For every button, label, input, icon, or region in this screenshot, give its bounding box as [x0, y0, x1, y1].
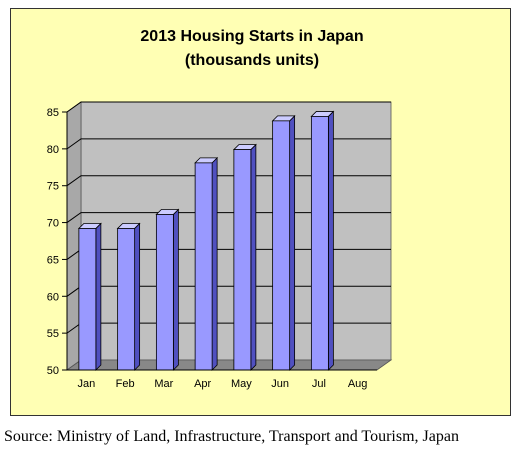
bar-side: [95, 222, 102, 371]
chart-frame: 2013 Housing Starts in Japan (thousands …: [10, 8, 511, 416]
x-tick-label: Mar: [154, 378, 173, 390]
y-tick-label: 75: [47, 181, 59, 193]
bar-side: [134, 222, 141, 371]
bar-side: [250, 143, 257, 371]
y-tick-label: 65: [47, 254, 59, 266]
bar: [78, 228, 97, 371]
source-note: Source: Ministry of Land, Infrastructure…: [4, 428, 459, 445]
bar-side: [289, 114, 296, 371]
y-tick-label: 55: [47, 328, 59, 340]
y-tick-label: 70: [47, 218, 59, 230]
x-tick-label: Jun: [271, 378, 289, 390]
x-tick-label: Jan: [78, 378, 96, 390]
plot-area: 50 55 60 65 70 75 80 85 Jan Feb Mar Apr May Jun Jul Aug: [47, 101, 393, 390]
bar-side: [211, 156, 218, 371]
housing-starts-chart: 2013 Housing Starts in Japan (thousands …: [47, 28, 393, 390]
x-tick-label: May: [231, 378, 252, 390]
bar-side: [327, 110, 334, 371]
chart-title-line-1: 2013 Housing Starts in Japan: [140, 28, 363, 45]
x-tick-label: Aug: [348, 378, 368, 390]
bar: [233, 149, 252, 371]
y-tick-label: 50: [47, 365, 59, 377]
x-tick-label: Apr: [194, 378, 211, 390]
bar: [310, 116, 329, 371]
gridline: [66, 101, 391, 113]
bar-side: [172, 208, 179, 371]
y-tick-label: 85: [47, 107, 59, 119]
chart-title-line-2: (thousands units): [185, 52, 319, 69]
y-tick-label: 60: [47, 291, 59, 303]
plot-floor: [65, 359, 393, 371]
bar: [272, 120, 291, 371]
y-tick-label: 80: [47, 144, 59, 156]
x-tick-label: Jul: [312, 378, 326, 390]
x-tick-label: Feb: [116, 378, 135, 390]
bar: [194, 162, 213, 371]
bar: [155, 214, 174, 371]
bar: [117, 228, 136, 371]
